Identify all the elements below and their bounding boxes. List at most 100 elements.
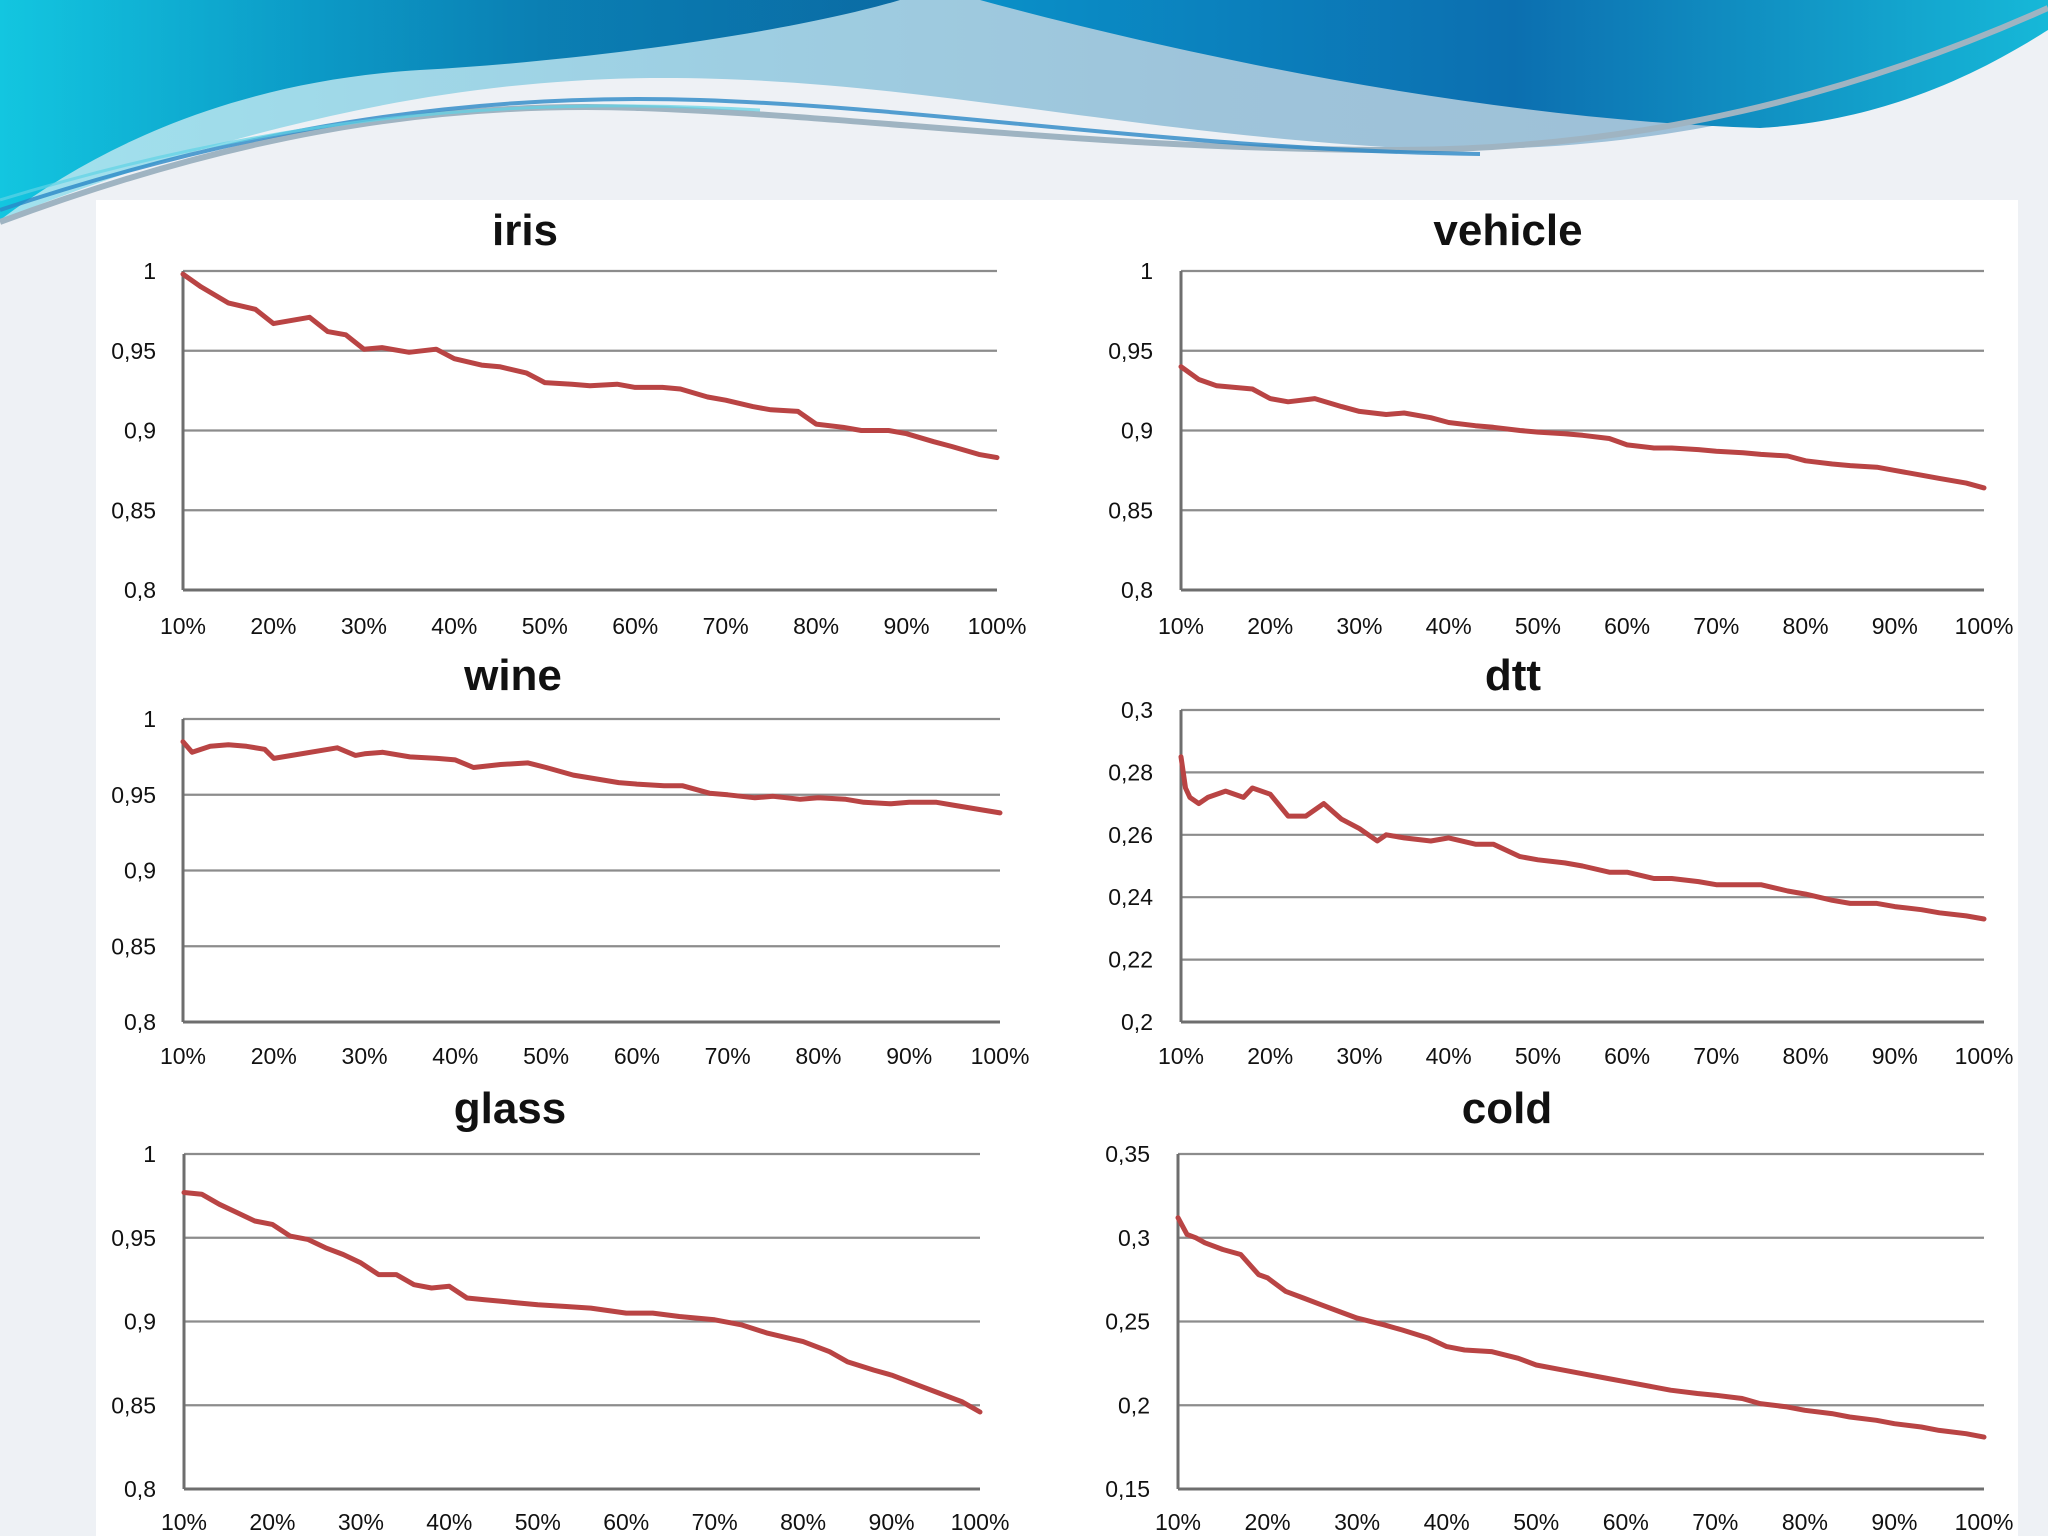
x-tick-label: 100% [1955, 1509, 2014, 1535]
series-line-dtt [1178, 754, 1987, 922]
y-tick-label: 0,26 [1108, 822, 1153, 848]
x-tick-label: 90% [886, 1043, 932, 1069]
x-tick-label: 40% [426, 1509, 472, 1535]
x-tick-label: 80% [1783, 1043, 1829, 1069]
y-tick-label: 1 [143, 706, 156, 732]
x-tick-label: 70% [705, 1043, 751, 1069]
x-tick-label: 40% [432, 1043, 478, 1069]
y-tick-label: 0,3 [1121, 697, 1153, 723]
x-tick-label: 100% [1955, 1043, 2014, 1069]
y-tick-label: 1 [1140, 258, 1153, 284]
series-line-iris [180, 271, 1000, 461]
x-tick-label: 50% [522, 613, 568, 639]
x-tick-label: 10% [161, 1509, 207, 1535]
x-tick-label: 30% [342, 1043, 388, 1069]
x-tick-label: 60% [612, 613, 658, 639]
x-tick-label: 50% [1515, 1043, 1561, 1069]
x-tick-label: 40% [431, 613, 477, 639]
series-line-glass [181, 1190, 983, 1415]
x-tick-label: 20% [250, 613, 296, 639]
y-tick-label: 0,25 [1105, 1309, 1150, 1335]
y-tick-label: 0,9 [124, 858, 156, 884]
x-tick-label: 90% [1871, 1509, 1917, 1535]
chart-wine: wine 1 0,95 0,9 0,85 0,810% 20% 30% 40% 50% 60% 70%… [111, 651, 1029, 1069]
x-tick-label: 10% [1158, 613, 1204, 639]
series-line-wine [180, 739, 1003, 816]
x-tick-label: 40% [1424, 1509, 1470, 1535]
y-tick-label: 0,8 [124, 1476, 156, 1502]
y-tick-label: 0,8 [1121, 577, 1153, 603]
chart-title: wine [463, 651, 562, 700]
x-tick-label: 100% [1955, 613, 2014, 639]
y-tick-label: 0,95 [111, 1225, 156, 1251]
x-tick-label: 40% [1426, 613, 1472, 639]
x-tick-label: 100% [968, 613, 1027, 639]
y-tick-label: 0,9 [124, 418, 156, 444]
x-tick-label: 50% [1513, 1509, 1559, 1535]
x-tick-label: 90% [1872, 613, 1918, 639]
x-tick-label: 70% [692, 1509, 738, 1535]
x-tick-label: 50% [515, 1509, 561, 1535]
x-tick-label: 50% [1515, 613, 1561, 639]
chart-vehicle: vehicle 1 0,95 0,9 0,85 0,810% 20% 30% 40% 50% 60%… [1108, 206, 2013, 639]
y-tick-label: 0,9 [124, 1309, 156, 1335]
x-tick-label: 90% [1872, 1043, 1918, 1069]
x-tick-label: 70% [1693, 1043, 1739, 1069]
x-tick-label: 60% [614, 1043, 660, 1069]
charts-background-panel [96, 200, 2018, 1536]
x-tick-label: 80% [793, 613, 839, 639]
y-tick-label: 0,85 [111, 933, 156, 959]
y-tick-label: 1 [143, 1141, 156, 1167]
x-tick-label: 80% [795, 1043, 841, 1069]
y-tick-label: 0,95 [111, 338, 156, 364]
x-tick-label: 30% [341, 613, 387, 639]
x-tick-label: 60% [1603, 1509, 1649, 1535]
x-tick-label: 70% [703, 613, 749, 639]
x-tick-label: 90% [884, 613, 930, 639]
y-tick-label: 0,35 [1105, 1141, 1150, 1167]
x-tick-label: 10% [160, 613, 206, 639]
y-tick-label: 0,8 [124, 1009, 156, 1035]
x-tick-label: 20% [1247, 1043, 1293, 1069]
series-line-vehicle [1178, 364, 1987, 491]
y-tick-label: 0,9 [1121, 418, 1153, 444]
y-tick-label: 0,2 [1121, 1009, 1153, 1035]
x-tick-label: 60% [603, 1509, 649, 1535]
y-tick-label: 0,95 [1108, 338, 1153, 364]
x-tick-label: 20% [251, 1043, 297, 1069]
x-tick-label: 60% [1604, 1043, 1650, 1069]
x-tick-label: 50% [523, 1043, 569, 1069]
x-tick-label: 30% [1336, 613, 1382, 639]
x-tick-label: 30% [338, 1509, 384, 1535]
y-tick-label: 0,3 [1118, 1225, 1150, 1251]
x-tick-label: 80% [780, 1509, 826, 1535]
x-tick-label: 90% [869, 1509, 915, 1535]
y-tick-label: 0,95 [111, 782, 156, 808]
chart-title: vehicle [1433, 206, 1582, 255]
x-tick-label: 30% [1336, 1043, 1382, 1069]
x-tick-label: 70% [1692, 1509, 1738, 1535]
x-tick-label: 30% [1334, 1509, 1380, 1535]
x-tick-label: 20% [1245, 1509, 1291, 1535]
x-tick-label: 20% [1247, 613, 1293, 639]
y-tick-label: 0,2 [1118, 1392, 1150, 1418]
y-tick-label: 0,85 [111, 497, 156, 523]
x-tick-label: 70% [1693, 613, 1739, 639]
y-tick-label: 0,22 [1108, 947, 1153, 973]
x-tick-label: 10% [1155, 1509, 1201, 1535]
x-tick-label: 80% [1783, 613, 1829, 639]
x-tick-label: 10% [160, 1043, 206, 1069]
series-line-cold [1175, 1215, 1987, 1440]
y-tick-label: 0,15 [1105, 1476, 1150, 1502]
x-tick-label: 100% [951, 1509, 1010, 1535]
chart-iris: iris 1 0,95 0,9 0,85 0,810% 20% 30% 40% 50% 60% 70%… [111, 206, 1026, 639]
x-tick-label: 10% [1158, 1043, 1204, 1069]
chart-dtt: dtt 0,3 0,28 0,26 0,24 0,22 0,210% 20% 30% 40% 50%… [1108, 651, 2013, 1069]
y-tick-label: 1 [143, 258, 156, 284]
x-tick-label: 40% [1426, 1043, 1472, 1069]
chart-title: dtt [1485, 651, 1542, 700]
chart-title: iris [492, 206, 558, 255]
y-tick-label: 0,8 [124, 577, 156, 603]
